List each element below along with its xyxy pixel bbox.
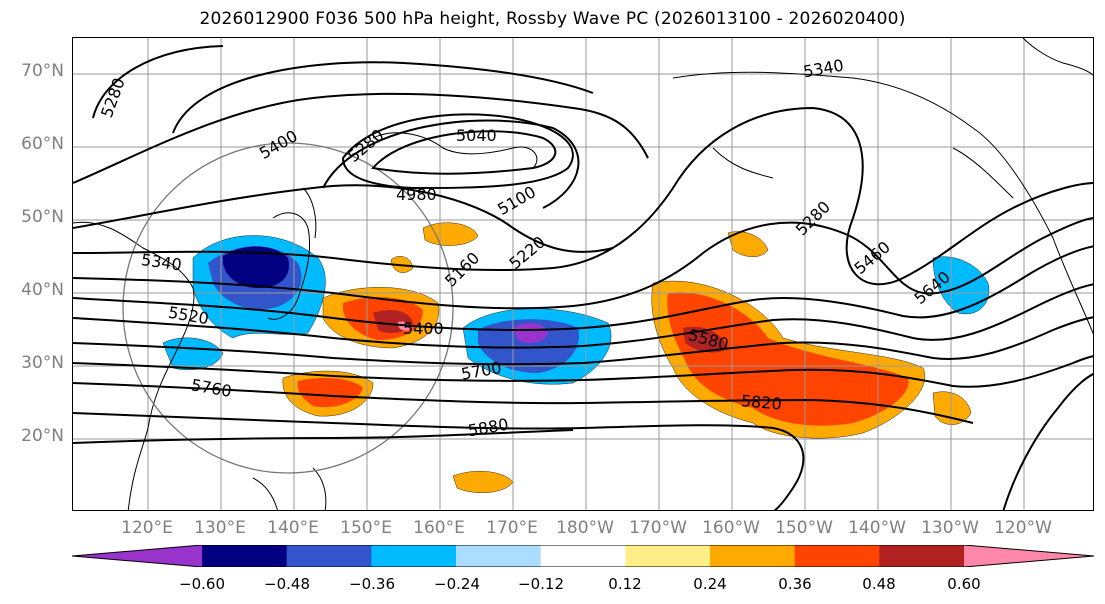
colorbar-label: −0.12 (518, 575, 564, 593)
map-panel: 5280 5400 5280 5040 4980 5100 5220 5160 … (72, 37, 1094, 511)
lat-label-20n: 20°N (21, 426, 64, 446)
lon-label-180w: 180°W (556, 518, 614, 538)
region-circle (122, 142, 454, 474)
height-contours (73, 45, 1093, 510)
lon-label-130e: 130°E (194, 518, 246, 538)
lon-label-140e: 140°E (267, 518, 319, 538)
colorbar-segments (72, 545, 1094, 567)
lat-label-50n: 50°N (21, 207, 64, 227)
graticule (73, 38, 1093, 510)
map-svg: 5280 5400 5280 5040 4980 5100 5220 5160 … (73, 38, 1093, 510)
contour-label: 5820 (740, 391, 782, 413)
lon-label-130w: 130°W (921, 518, 979, 538)
colorbar-label: −0.60 (179, 575, 225, 593)
colorbar-label: −0.24 (434, 575, 480, 593)
contour-label: 5340 (802, 56, 845, 82)
lon-label-120e: 120°E (121, 518, 173, 538)
lon-label-160w: 160°W (702, 518, 760, 538)
anomaly-shading (162, 222, 990, 493)
colorbar-extend-max (964, 545, 1094, 567)
contour-label: 5340 (140, 250, 183, 274)
colorbar-segment (540, 545, 626, 567)
lat-label-40n: 40°N (21, 280, 64, 300)
colorbar-segment (879, 545, 965, 567)
colorbar-label: 0.36 (778, 575, 812, 593)
colorbar (72, 545, 1094, 567)
coastlines (73, 38, 1093, 510)
lon-label-150w: 150°W (775, 518, 833, 538)
lon-label-170e: 170°E (486, 518, 538, 538)
contour-label: 5400 (403, 319, 444, 338)
contour-label: 5880 (467, 415, 510, 441)
contour-label: 5280 (792, 197, 834, 239)
colorbar-label: −0.48 (264, 575, 310, 593)
lat-label-70n: 70°N (21, 61, 64, 81)
contour-label: 5460 (850, 237, 893, 278)
lon-label-160e: 160°E (413, 518, 465, 538)
colorbar-segment (371, 545, 457, 567)
colorbar-segment (202, 545, 288, 567)
lon-label-120w: 120°W (994, 518, 1052, 538)
colorbar-segment (286, 545, 372, 567)
contour-label: 5040 (456, 126, 497, 145)
colorbar-label: 0.60 (947, 575, 981, 593)
contour-label: 5220 (505, 232, 548, 273)
lon-label-150e: 150°E (340, 518, 392, 538)
lat-label-60n: 60°N (21, 134, 64, 154)
colorbar-extend-min (72, 545, 202, 567)
colorbar-segment (456, 545, 542, 567)
contour-label: 5280 (97, 75, 129, 120)
colorbar-label: −0.36 (349, 575, 395, 593)
contour-label: 5100 (494, 182, 539, 219)
contour-label: 5760 (190, 375, 233, 401)
colorbar-segment (625, 545, 711, 567)
colorbar-label: 0.12 (608, 575, 642, 593)
colorbar-segment (710, 545, 796, 567)
contour-label: 4980 (396, 185, 437, 204)
lon-label-170w: 170°W (629, 518, 687, 538)
colorbar-segment (794, 545, 880, 567)
chart-title: 2026012900 F036 500 hPa height, Rossby W… (199, 9, 906, 29)
lat-label-30n: 30°N (21, 353, 64, 373)
lon-label-140w: 140°W (848, 518, 906, 538)
colorbar-label: 0.24 (693, 575, 727, 593)
colorbar-label: 0.48 (862, 575, 896, 593)
